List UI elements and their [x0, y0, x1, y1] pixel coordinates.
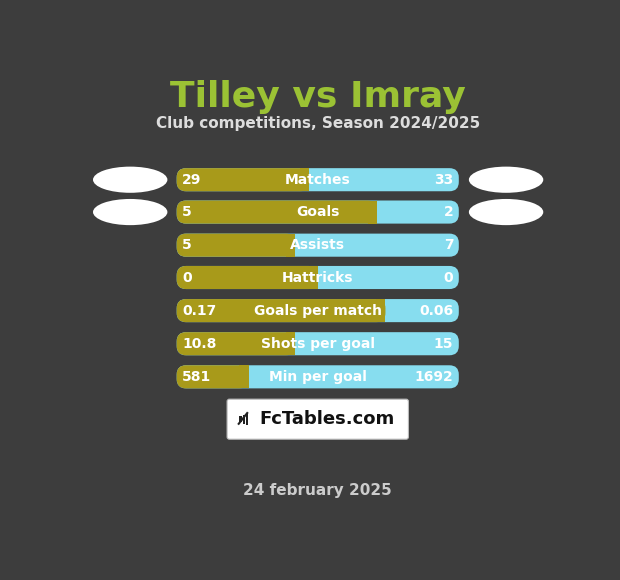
Text: 0: 0: [444, 270, 453, 285]
Text: Tilley vs Imray: Tilley vs Imray: [170, 79, 466, 114]
Text: Matches: Matches: [285, 173, 351, 187]
FancyBboxPatch shape: [177, 365, 459, 389]
Text: 10.8: 10.8: [182, 337, 216, 351]
Text: 2: 2: [444, 205, 453, 219]
Text: 15: 15: [434, 337, 453, 351]
Text: 33: 33: [434, 173, 453, 187]
Text: 24 february 2025: 24 february 2025: [244, 483, 392, 498]
Ellipse shape: [93, 199, 167, 225]
FancyBboxPatch shape: [177, 234, 459, 257]
Bar: [242, 415, 245, 424]
Text: 1692: 1692: [415, 370, 453, 384]
Text: 5: 5: [182, 205, 192, 219]
Text: Goals per match: Goals per match: [254, 303, 382, 318]
FancyBboxPatch shape: [177, 332, 295, 356]
FancyBboxPatch shape: [177, 234, 295, 257]
Text: Hattricks: Hattricks: [282, 270, 353, 285]
Bar: [300, 168, 309, 191]
Text: Goals: Goals: [296, 205, 339, 219]
Bar: [368, 201, 377, 224]
Text: FcTables.com: FcTables.com: [259, 410, 395, 428]
FancyBboxPatch shape: [177, 365, 249, 389]
Text: 581: 581: [182, 370, 211, 384]
Text: 29: 29: [182, 173, 202, 187]
Text: Assists: Assists: [290, 238, 345, 252]
FancyBboxPatch shape: [177, 299, 459, 322]
FancyBboxPatch shape: [177, 201, 377, 224]
FancyBboxPatch shape: [177, 266, 459, 289]
Bar: [309, 266, 318, 289]
Ellipse shape: [93, 166, 167, 193]
Bar: [239, 365, 249, 389]
Ellipse shape: [469, 199, 543, 225]
Ellipse shape: [469, 166, 543, 193]
Text: 7: 7: [444, 238, 453, 252]
Bar: [286, 234, 295, 257]
FancyBboxPatch shape: [177, 332, 459, 356]
Text: 0: 0: [182, 270, 192, 285]
Bar: [376, 299, 386, 322]
Text: Shots per goal: Shots per goal: [261, 337, 374, 351]
FancyBboxPatch shape: [177, 299, 386, 322]
Text: 0.06: 0.06: [419, 303, 453, 318]
Bar: [239, 416, 242, 422]
Bar: [246, 413, 248, 425]
FancyBboxPatch shape: [177, 266, 317, 289]
Text: 5: 5: [182, 238, 192, 252]
FancyBboxPatch shape: [227, 399, 409, 439]
Text: 0.17: 0.17: [182, 303, 216, 318]
FancyBboxPatch shape: [177, 168, 459, 191]
Text: Club competitions, Season 2024/2025: Club competitions, Season 2024/2025: [156, 116, 480, 131]
FancyBboxPatch shape: [177, 201, 459, 224]
Bar: [286, 332, 295, 356]
FancyBboxPatch shape: [177, 168, 309, 191]
Text: Min per goal: Min per goal: [269, 370, 366, 384]
